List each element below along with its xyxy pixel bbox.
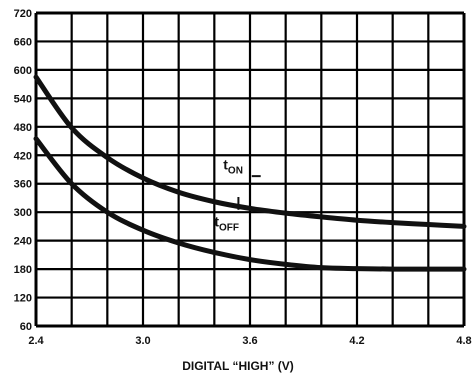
series-label-ton: tON [223, 157, 243, 177]
series-line-ton [33, 74, 467, 229]
series-label-toff: tOFF [214, 213, 239, 233]
series-labels: tON tOFF [214, 157, 261, 233]
x-tick-label: 3.0 [135, 335, 150, 347]
y-tick-label: 60 [20, 321, 32, 333]
y-tick-label: 600 [14, 65, 32, 77]
y-tick-label: 360 [14, 179, 32, 191]
series [33, 74, 467, 272]
y-tick-label: 480 [14, 122, 32, 134]
x-axis-label: DIGITAL “HIGH” (V) [182, 359, 294, 373]
y-tick-label: 240 [14, 236, 32, 248]
x-tick-label: 3.6 [242, 335, 257, 347]
x-tick-label: 4.2 [349, 335, 364, 347]
x-tick-label: 4.8 [456, 335, 471, 347]
y-tick-label: 420 [14, 150, 32, 162]
y-tick-label: 720 [14, 8, 32, 20]
series-line-toff [33, 136, 467, 272]
y-tick-label: 120 [14, 293, 32, 305]
x-axis-ticks: 2.4 3.0 3.6 4.2 4.8 [28, 335, 471, 347]
y-tick-label: 660 [14, 36, 32, 48]
x-tick-label: 2.4 [28, 335, 44, 347]
y-tick-label: 540 [14, 93, 32, 105]
y-tick-label: 300 [14, 207, 32, 219]
y-axis-ticks: 60 120 180 240 300 360 420 480 540 600 660 720 [14, 8, 32, 333]
y-tick-label: 180 [14, 264, 32, 276]
grid [34, 11, 466, 328]
